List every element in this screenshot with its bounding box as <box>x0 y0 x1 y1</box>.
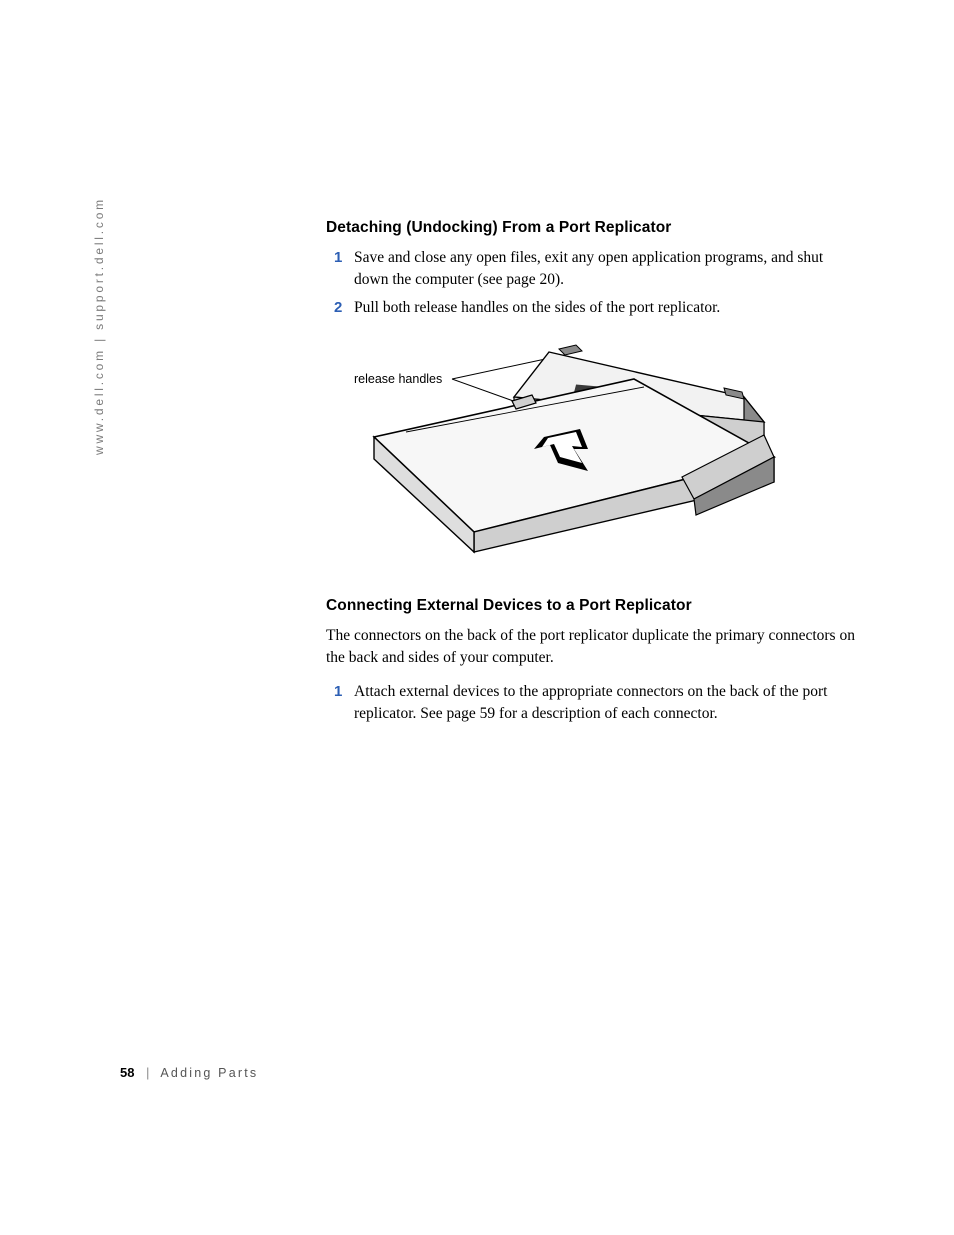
figure-label: release handles <box>354 372 442 386</box>
step-text: Save and close any open files, exit any … <box>354 247 856 291</box>
page-footer: 58 | Adding Parts <box>120 1065 258 1080</box>
heading-detaching: Detaching (Undocking) From a Port Replic… <box>326 219 856 237</box>
main-content: Detaching (Undocking) From a Port Replic… <box>326 219 856 731</box>
intro-paragraph: The connectors on the back of the port r… <box>326 625 856 669</box>
page-number: 58 <box>120 1065 134 1080</box>
step-number: 1 <box>334 681 354 703</box>
footer-section-title: Adding Parts <box>160 1066 258 1080</box>
figure-port-replicator: release handles <box>344 337 784 557</box>
step-text: Attach external devices to the appropria… <box>354 681 856 725</box>
footer-separator: | <box>146 1066 149 1080</box>
document-page: www.dell.com | support.dell.com Detachin… <box>0 0 954 1235</box>
side-url-text: www.dell.com | support.dell.com <box>92 197 106 455</box>
heading-connecting: Connecting External Devices to a Port Re… <box>326 597 856 615</box>
step-number: 2 <box>334 297 354 319</box>
step-item: 1 Save and close any open files, exit an… <box>326 247 856 291</box>
port-replicator-illustration <box>344 337 784 557</box>
step-text: Pull both release handles on the sides o… <box>354 297 856 319</box>
step-number: 1 <box>334 247 354 269</box>
step-item: 1 Attach external devices to the appropr… <box>326 681 856 725</box>
step-item: 2 Pull both release handles on the sides… <box>326 297 856 319</box>
